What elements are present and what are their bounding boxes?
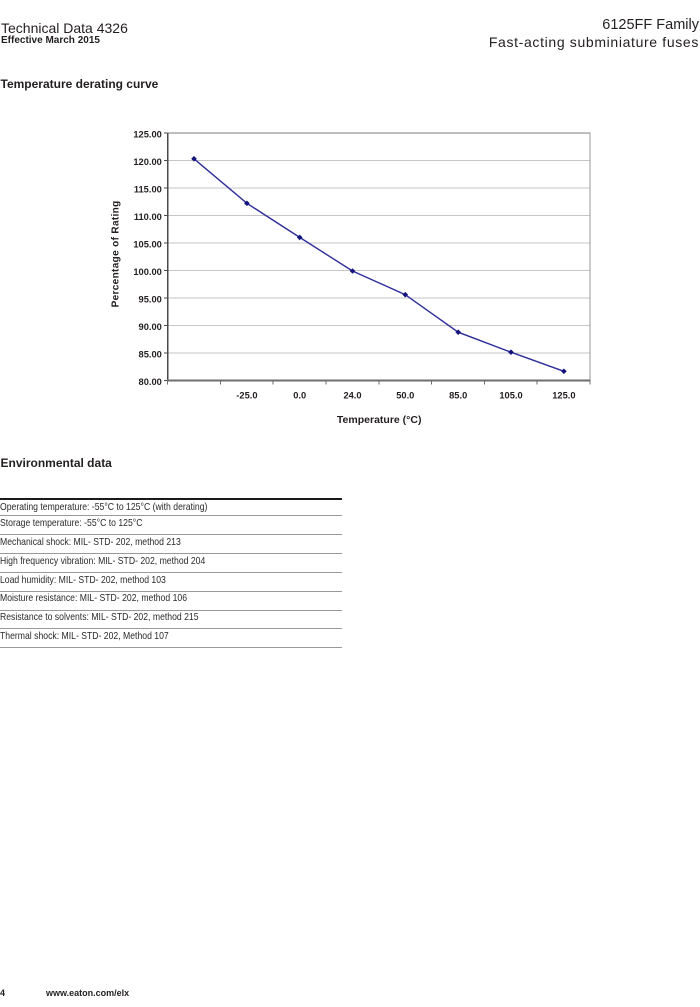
svg-text:85.0: 85.0	[449, 390, 467, 400]
svg-text:110.00: 110.00	[134, 212, 162, 222]
svg-text:90.00: 90.00	[139, 322, 162, 332]
svg-text:Temperature (°C): Temperature (°C)	[337, 414, 422, 426]
svg-text:85.00: 85.00	[139, 350, 162, 360]
svg-text:125.0: 125.0	[552, 390, 575, 400]
svg-text:-25.0: -25.0	[236, 390, 257, 400]
svg-text:105.0: 105.0	[499, 390, 522, 400]
svg-text:105.00: 105.00	[133, 240, 161, 250]
svg-text:115.00: 115.00	[134, 185, 162, 195]
svg-text:24.0: 24.0	[343, 390, 361, 400]
svg-text:100.00: 100.00	[133, 267, 161, 277]
svg-text:0.0: 0.0	[293, 390, 306, 400]
svg-text:125.00: 125.00	[133, 130, 161, 140]
svg-text:50.0: 50.0	[396, 390, 414, 400]
svg-text:80.00: 80.00	[139, 377, 162, 387]
svg-text:95.00: 95.00	[139, 295, 162, 305]
svg-text:Percentage of Rating: Percentage of Rating	[111, 200, 122, 307]
svg-text:120.00: 120.00	[133, 157, 161, 167]
